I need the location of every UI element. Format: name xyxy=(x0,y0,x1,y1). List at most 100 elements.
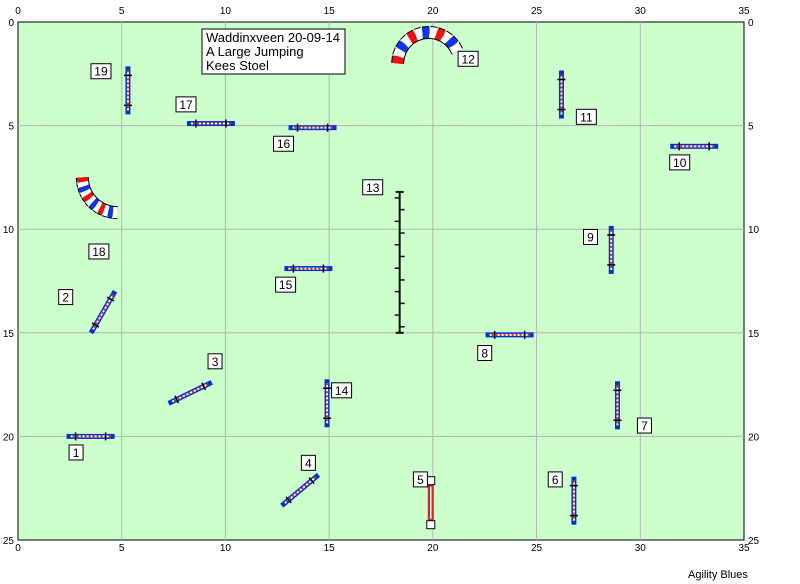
tunnel-segment xyxy=(392,55,404,65)
course-class: A Large Jumping xyxy=(206,44,304,59)
number-label-text: 3 xyxy=(212,355,219,369)
tunnel-segment xyxy=(428,26,438,39)
number-label-7: 7 xyxy=(636,417,652,434)
y-tick-label-right: 25 xyxy=(748,536,760,547)
number-label-box xyxy=(58,289,74,306)
number-label-text: 12 xyxy=(461,52,475,66)
number-label-box xyxy=(88,243,110,260)
y-tick-label-right: 10 xyxy=(748,225,760,236)
x-tick-label-bottom: 30 xyxy=(635,543,647,554)
number-label-box xyxy=(273,135,295,152)
jump-stand-mark xyxy=(106,296,115,302)
number-label-text: 18 xyxy=(92,245,106,259)
y-tick-label-left: 5 xyxy=(8,122,14,133)
jump-stand-mark xyxy=(201,382,207,391)
number-label-text: 19 xyxy=(94,65,108,79)
x-tick-label-top: 10 xyxy=(220,6,232,17)
tunnel-segment xyxy=(396,40,410,53)
tunnel-segment xyxy=(77,180,89,188)
number-label-box xyxy=(457,50,479,67)
y-axis-left-ticks: 0 5 10 15 20 25 xyxy=(3,18,15,547)
number-label-2: 2 xyxy=(58,289,74,306)
x-axis-bottom-ticks: 0 5 10 15 20 25 30 35 xyxy=(15,543,750,554)
grid-lines xyxy=(18,22,744,540)
tunnel-segment xyxy=(78,184,91,193)
number-label-12: 12 xyxy=(457,50,479,67)
tunnel-segment xyxy=(449,42,463,55)
tunnel-obstacle-18 xyxy=(75,176,118,220)
field-background xyxy=(17,21,745,541)
tyre-bottom-foot xyxy=(426,520,436,530)
footer-credit: Agility Blues xyxy=(688,569,748,581)
tyre-top-foot xyxy=(426,476,436,486)
jump-pole-stripes xyxy=(171,383,209,403)
number-label-box xyxy=(362,179,384,196)
y-tick-label-left: 0 xyxy=(8,18,14,29)
number-label-box xyxy=(275,276,297,293)
y-tick-label-left: 10 xyxy=(3,225,15,236)
info-box-frame xyxy=(201,28,346,75)
y-tick-label-right: 5 xyxy=(748,122,754,133)
number-label-text: 17 xyxy=(179,98,193,112)
x-tick-label-bottom: 5 xyxy=(119,543,125,554)
tunnel-segment xyxy=(89,198,100,210)
y-tick-label-left: 25 xyxy=(3,536,15,547)
tunnel-segment xyxy=(107,206,115,218)
jump-obstacle-14 xyxy=(323,379,332,428)
jump-obstacle-2 xyxy=(88,290,118,335)
number-label-3: 3 xyxy=(207,353,223,370)
tunnel-segment xyxy=(97,203,107,215)
x-tick-label-top: 30 xyxy=(635,6,647,17)
number-label-box xyxy=(90,63,112,80)
jump-obstacle-8 xyxy=(485,330,534,339)
y-axis-right-ticks: 0 5 10 15 20 25 xyxy=(748,18,760,547)
jump-stand-mark xyxy=(91,322,100,328)
jump-obstacle-1 xyxy=(66,432,115,441)
jump-stand-mark xyxy=(174,395,180,404)
x-tick-label-top: 15 xyxy=(324,6,336,17)
jump-pole-stripes xyxy=(92,294,114,330)
number-label-text: 15 xyxy=(279,278,293,292)
x-axis-top-ticks: 0 5 10 15 20 25 30 35 xyxy=(15,6,750,17)
number-label-box xyxy=(477,345,493,362)
number-label-16: 16 xyxy=(273,135,295,152)
jump-stand-mark xyxy=(285,496,292,504)
number-label-box xyxy=(68,444,84,461)
tunnel-segment xyxy=(422,26,431,39)
number-label-box xyxy=(331,382,353,399)
x-tick-label-top: 0 xyxy=(15,6,21,17)
number-label-11: 11 xyxy=(575,108,597,125)
tunnel-obstacle-12 xyxy=(391,25,464,65)
number-label-text: 10 xyxy=(673,156,687,170)
number-label-box xyxy=(547,471,563,488)
x-tick-label-bottom: 10 xyxy=(220,543,232,554)
number-label-6: 6 xyxy=(547,471,563,488)
jump-obstacle-17 xyxy=(186,119,235,128)
y-tick-label-left: 20 xyxy=(3,432,15,443)
number-label-4: 4 xyxy=(300,454,316,471)
y-tick-label-right: 15 xyxy=(748,329,760,340)
jump-obstacle-7 xyxy=(613,381,622,430)
number-label-box xyxy=(412,471,428,488)
x-tick-label-bottom: 20 xyxy=(427,543,439,554)
tunnel-segment xyxy=(400,34,414,48)
jump-obstacle-16 xyxy=(288,123,337,132)
course-info-box: Waddinxveen 20-09-14 A Large Jumping Kee… xyxy=(201,28,346,75)
y-tick-label-right: 20 xyxy=(748,432,760,443)
jump-obstacle-15 xyxy=(284,264,333,273)
number-label-5: 5 xyxy=(412,471,428,488)
tunnel-segment xyxy=(93,200,103,213)
tunnel-segment xyxy=(82,191,95,202)
number-label-text: 9 xyxy=(587,230,594,244)
x-tick-label-bottom: 0 xyxy=(15,543,21,554)
number-label-15: 15 xyxy=(275,276,297,293)
x-tick-label-bottom: 35 xyxy=(738,543,750,554)
number-label-13: 13 xyxy=(362,179,384,196)
number-label-8: 8 xyxy=(477,345,493,362)
y-tick-label-right: 0 xyxy=(748,18,754,29)
course-title: Waddinxveen 20-09-14 xyxy=(206,30,340,45)
number-label-text: 4 xyxy=(305,456,312,470)
obstacles xyxy=(66,25,719,530)
jump-obstacle-4 xyxy=(280,472,321,508)
tunnel-segment xyxy=(80,188,92,198)
